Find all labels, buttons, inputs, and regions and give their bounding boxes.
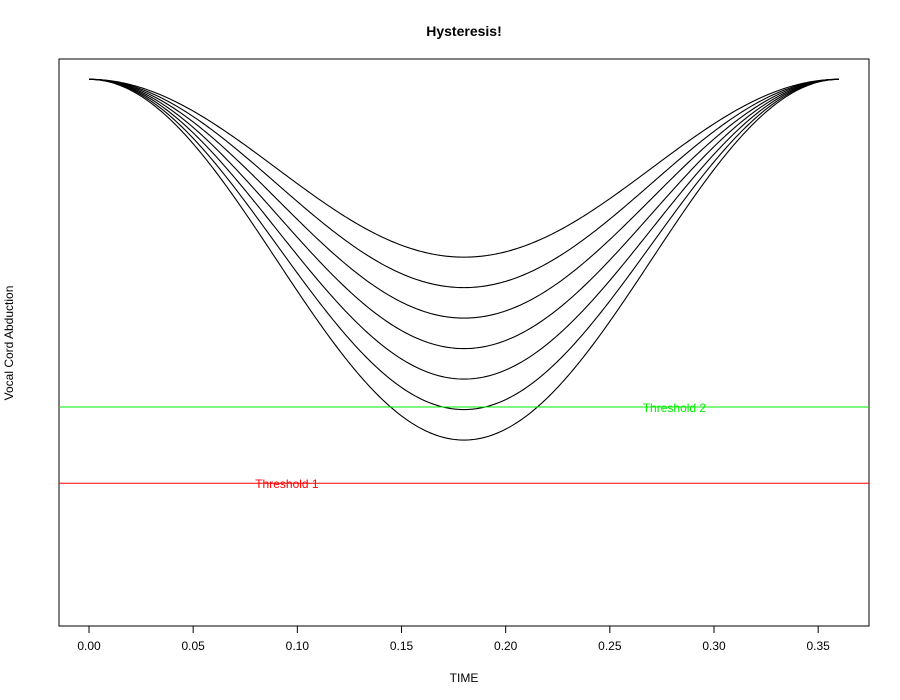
curve-4 [88, 78, 840, 350]
curve-3 [88, 78, 840, 319]
curve-6 [88, 78, 840, 411]
threshold-group: Threshold 1 Threshold 2 [59, 401, 869, 491]
x-axis-label: TIME [450, 671, 479, 685]
x-axis: 0.00 0.05 0.10 0.15 0.20 0.25 0.30 0.35 [77, 625, 830, 653]
x-tick-label: 0.30 [702, 639, 726, 653]
plot-area-frame [58, 58, 870, 627]
curve-1 [88, 78, 840, 258]
x-tick-label: 0.05 [181, 639, 205, 653]
curve-group [88, 78, 840, 441]
y-axis-label: Vocal Cord Abduction [2, 286, 16, 401]
curve-2 [88, 78, 840, 289]
x-tick-label: 0.25 [598, 639, 622, 653]
x-tick-label: 0.10 [286, 639, 310, 653]
x-tick-label: 0.20 [494, 639, 518, 653]
x-tick-label: 0.00 [77, 639, 101, 653]
curve-7 [88, 78, 840, 441]
x-tick-label: 0.35 [806, 639, 830, 653]
x-tick-label: 0.15 [390, 639, 414, 653]
threshold-label-1: Threshold 1 [255, 477, 319, 491]
curve-5 [88, 78, 840, 380]
threshold-label-2: Threshold 2 [643, 401, 707, 415]
chart-title: Hysteresis! [426, 23, 502, 39]
